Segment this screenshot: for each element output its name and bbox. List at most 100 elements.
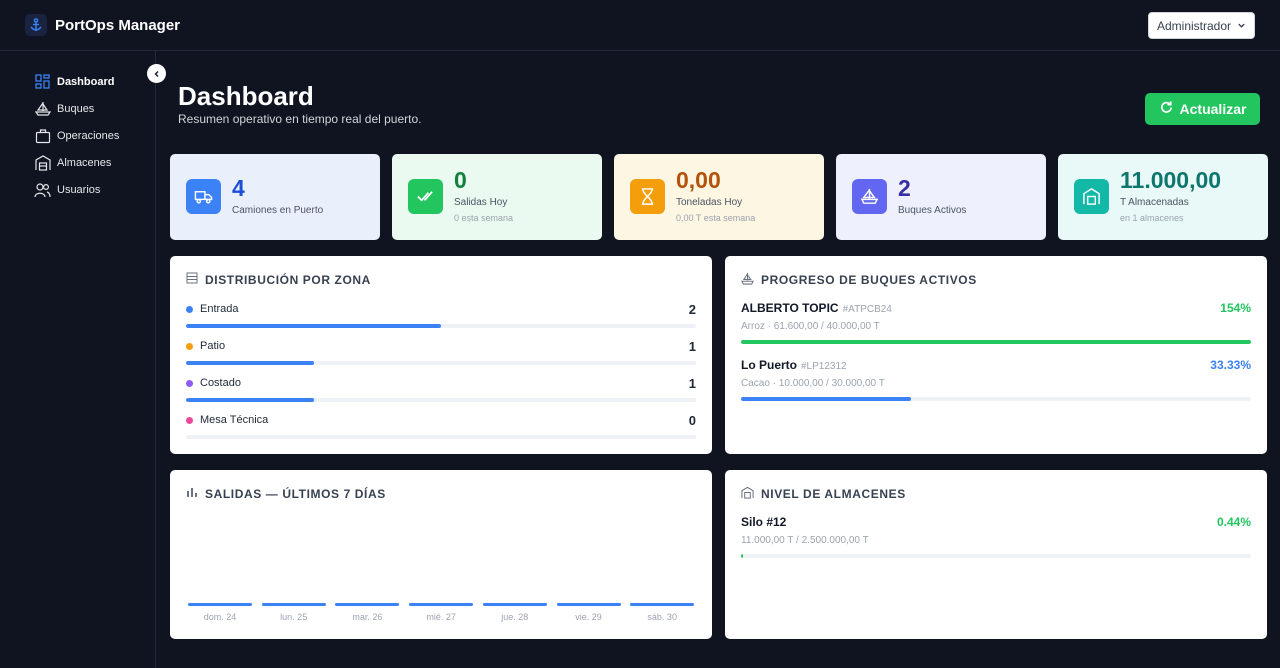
zone-bar — [186, 324, 696, 328]
users-icon — [34, 181, 51, 198]
departures-panel: SALIDAS — ÚLTIMOS 7 DÍAS dom. 24 lun. 25 m… — [170, 470, 712, 639]
ship-code: #LP12312 — [801, 361, 847, 372]
day-label: lun. 25 — [280, 612, 308, 622]
truck-icon — [186, 179, 221, 214]
sidebar-item-label: Operaciones — [57, 129, 120, 142]
panel-header: DISTRIBUCIÓN POR ZONA — [186, 272, 371, 287]
sidebar-nav: Dashboard Buques Operaciones Almacenes U… — [0, 68, 155, 203]
ship-row[interactable]: ALBERTO TOPIC #ATPCB24 154% Arroz · 61.600… — [741, 301, 1251, 344]
ship-detail: Cacao · 10.000,00 / 30.000,00 T — [741, 378, 885, 389]
zone-count: 1 — [688, 338, 696, 354]
sidebar-item-operaciones[interactable]: Operaciones — [0, 122, 155, 149]
ship-name: ALBERTO TOPIC — [741, 301, 839, 315]
day-bar — [409, 603, 474, 606]
zone-dot — [186, 416, 193, 424]
panel-title: SALIDAS — ÚLTIMOS 7 DÍAS — [205, 486, 386, 501]
day-bar — [482, 603, 547, 606]
panel-header: PROGRESO DE BUQUES ACTIVOS — [741, 272, 977, 288]
sidebar: Dashboard Buques Operaciones Almacenes U… — [0, 51, 156, 668]
day-label: vie. 29 — [575, 612, 602, 622]
main-content: Dashboard Resumen operativo en tiempo re… — [157, 51, 1280, 668]
day-bar — [335, 603, 400, 606]
stat-label: Camiones en Puerto — [232, 205, 324, 216]
ship-progress-bar — [741, 397, 1251, 401]
zone-row: Costado 1 — [186, 376, 696, 402]
user-menu-label: Administrador — [1156, 18, 1232, 33]
zone-count: 0 — [688, 412, 696, 428]
panel-header: SALIDAS — ÚLTIMOS 7 DÍAS — [186, 486, 386, 501]
stat-card-storage: 11.000,00 T Almacenadas en 1 almacenes — [1058, 154, 1268, 240]
zone-label: Entrada — [200, 303, 239, 315]
hourglass-icon — [630, 179, 665, 214]
warehouse-detail: 11.000,00 T / 2.500.000,00 T — [741, 535, 869, 546]
sidebar-item-dashboard[interactable]: Dashboard — [0, 68, 155, 95]
sidebar-item-almacenes[interactable]: Almacenes — [0, 149, 155, 176]
day-bar — [261, 603, 326, 606]
ship-code: #ATPCB24 — [842, 304, 892, 315]
zone-row: Entrada 2 — [186, 302, 696, 328]
top-bar: PortOps Manager Administrador — [0, 0, 1280, 51]
ship-icon — [34, 100, 51, 117]
day-label: mar. 26 — [352, 612, 383, 622]
ship-progress-fill — [741, 340, 1251, 344]
day-bar — [630, 603, 695, 606]
stat-sub: 0 esta semana — [454, 213, 514, 223]
stat-label: T Almacenadas — [1120, 197, 1189, 208]
day-bar — [188, 603, 252, 606]
chevron-left-icon — [153, 65, 161, 83]
zone-dot — [186, 379, 193, 387]
panel-header: NIVEL DE ALMACENES — [741, 486, 906, 502]
zone-label: Mesa Técnica — [200, 414, 269, 426]
stat-label: Buques Activos — [898, 205, 967, 216]
zone-dot — [186, 305, 193, 313]
briefcase-icon — [34, 127, 51, 144]
sidebar-item-label: Usuarios — [57, 183, 101, 196]
zone-count: 2 — [688, 301, 696, 317]
stat-card-ships: 2 Buques Activos — [836, 154, 1046, 240]
ship-progress-bar — [741, 340, 1251, 344]
day-label: jue. 28 — [501, 612, 529, 622]
zone-bar — [186, 361, 696, 365]
stat-card-tons: 0,00 Toneladas Hoy 0,00 T esta semana — [614, 154, 824, 240]
list-icon — [186, 272, 198, 287]
check-double-icon — [408, 179, 443, 214]
stat-sub: 0,00 T esta semana — [676, 213, 756, 223]
refresh-button[interactable]: Actualizar — [1145, 93, 1260, 125]
sidebar-item-buques[interactable]: Buques — [0, 95, 155, 122]
warehouse-row[interactable]: Silo #12 0.44% 11.000,00 T / 2.500.000,00… — [741, 515, 1251, 558]
collapse-sidebar-button[interactable] — [147, 64, 166, 83]
page-title: Dashboard — [178, 81, 314, 111]
ship-name: Lo Puerto — [741, 358, 797, 372]
day-label: dom. 24 — [203, 612, 237, 622]
warehouse-icon — [34, 154, 51, 171]
stat-label: Salidas Hoy — [454, 197, 508, 208]
sidebar-item-label: Dashboard — [57, 75, 115, 88]
ship-progress-fill — [741, 397, 911, 401]
warehouse-percent: 0.44% — [1216, 515, 1251, 529]
zone-dot — [186, 342, 193, 350]
warehouse-icon — [741, 486, 754, 502]
ship-icon — [852, 179, 887, 214]
warehouse-level-bar — [741, 554, 1251, 558]
user-menu-button[interactable]: Administrador — [1148, 12, 1255, 39]
zone-bar-fill — [186, 398, 314, 402]
chevron-down-icon — [1237, 19, 1246, 33]
warehouse-level-panel: NIVEL DE ALMACENES Silo #12 0.44% 11.000,… — [725, 470, 1267, 639]
zone-bar — [186, 435, 696, 439]
sidebar-item-usuarios[interactable]: Usuarios — [0, 176, 155, 203]
ship-percent: 154% — [1220, 301, 1251, 315]
stat-value: 0 — [454, 167, 467, 193]
brand[interactable]: PortOps Manager — [25, 14, 180, 36]
zone-count: 1 — [688, 375, 696, 391]
bar-chart-icon — [186, 486, 198, 501]
stat-value: 4 — [232, 175, 245, 201]
departures-chart: dom. 24 lun. 25 mar. 26 mié. 27 jue. 28 vie. … — [188, 603, 698, 633]
refresh-label: Actualizar — [1179, 101, 1247, 117]
day-label: sáb. 30 — [647, 612, 677, 622]
ship-percent: 33.33% — [1210, 358, 1251, 372]
ship-row[interactable]: Lo Puerto #LP12312 33.33% Cacao · 10.000,0… — [741, 358, 1251, 401]
ship-progress-panel: PROGRESO DE BUQUES ACTIVOS ALBERTO TOPIC… — [725, 256, 1267, 454]
panel-title: DISTRIBUCIÓN POR ZONA — [205, 272, 371, 287]
zone-row: Mesa Técnica 0 — [186, 413, 696, 439]
zone-row: Patio 1 — [186, 339, 696, 365]
